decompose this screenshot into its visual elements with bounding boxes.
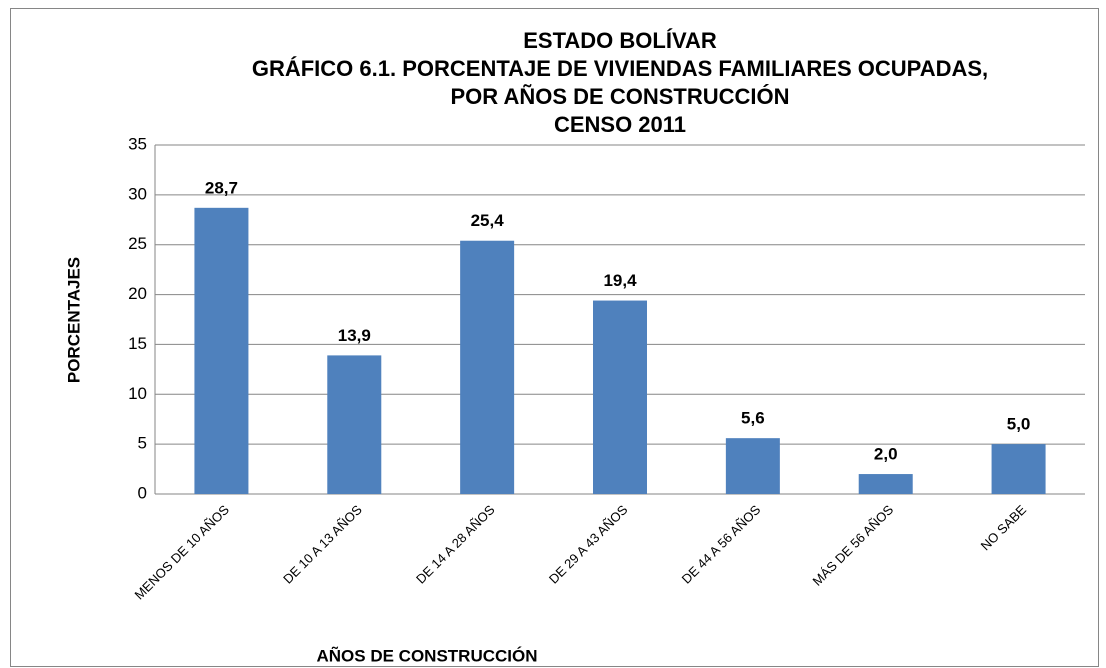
bar (327, 355, 382, 494)
chart-title: CENSO 2011 (554, 112, 686, 137)
y-tick-label: 20 (128, 284, 147, 303)
y-axis-title: PORCENTAJES (64, 257, 83, 383)
chart-title: GRÁFICO 6.1. PORCENTAJE DE VIVIENDAS FAM… (252, 56, 988, 81)
y-tick-label: 5 (138, 434, 147, 453)
y-tick-label: 30 (128, 184, 147, 203)
value-label: 28,7 (205, 178, 238, 197)
y-tick-label: 10 (128, 384, 147, 403)
bar (858, 474, 913, 494)
y-tick-label: 35 (128, 134, 147, 153)
y-tick-label: 15 (128, 334, 147, 353)
value-label: 5,0 (1007, 415, 1031, 434)
value-label: 19,4 (603, 271, 637, 290)
bar (593, 300, 647, 494)
value-label: 25,4 (471, 211, 505, 230)
bar (725, 438, 780, 494)
value-label: 2,0 (874, 445, 898, 464)
bar (460, 240, 515, 494)
x-axis-title: AÑOS DE CONSTRUCCIÓN (316, 645, 537, 665)
value-label: 5,6 (741, 409, 765, 428)
y-tick-label: 0 (138, 483, 147, 502)
bar (194, 207, 249, 494)
chart-border (10, 8, 1099, 667)
chart-title: POR AÑOS DE CONSTRUCCIÓN (451, 84, 790, 109)
value-label: 13,9 (338, 326, 371, 345)
chart-title: ESTADO BOLÍVAR (523, 28, 717, 53)
bar (991, 444, 1046, 494)
y-tick-label: 25 (128, 234, 147, 253)
